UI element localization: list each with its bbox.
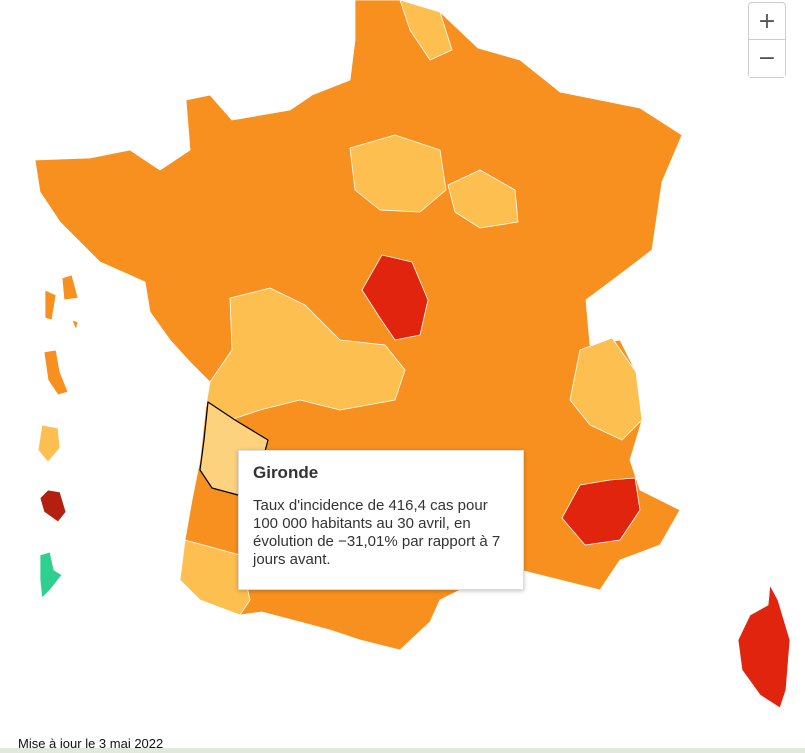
overseas (37, 424, 61, 463)
overseas (39, 489, 67, 523)
overseas (44, 274, 79, 331)
region-light (205, 287, 406, 421)
region-light (349, 134, 447, 213)
tooltip: Gironde Taux d'incidence de 416,4 cas po… (238, 450, 524, 590)
zoom-control: + − (748, 2, 786, 78)
tooltip-title: Gironde (253, 463, 319, 482)
region-light (569, 337, 643, 441)
overseas (39, 551, 63, 599)
region-red (361, 254, 429, 341)
corsica (737, 584, 791, 709)
tooltip-text: Taux d'incidence de 416,4 cas pour 100 0… (253, 497, 501, 568)
bottom-strip (0, 748, 805, 753)
zoom-out[interactable]: − (749, 40, 785, 77)
zoom-in[interactable]: + (749, 3, 785, 40)
update-note: Mise à jour le 3 mai 2022 (18, 736, 164, 751)
overseas (43, 349, 69, 396)
region-light (399, 0, 453, 61)
region-red (561, 477, 641, 546)
region-light (447, 169, 519, 229)
